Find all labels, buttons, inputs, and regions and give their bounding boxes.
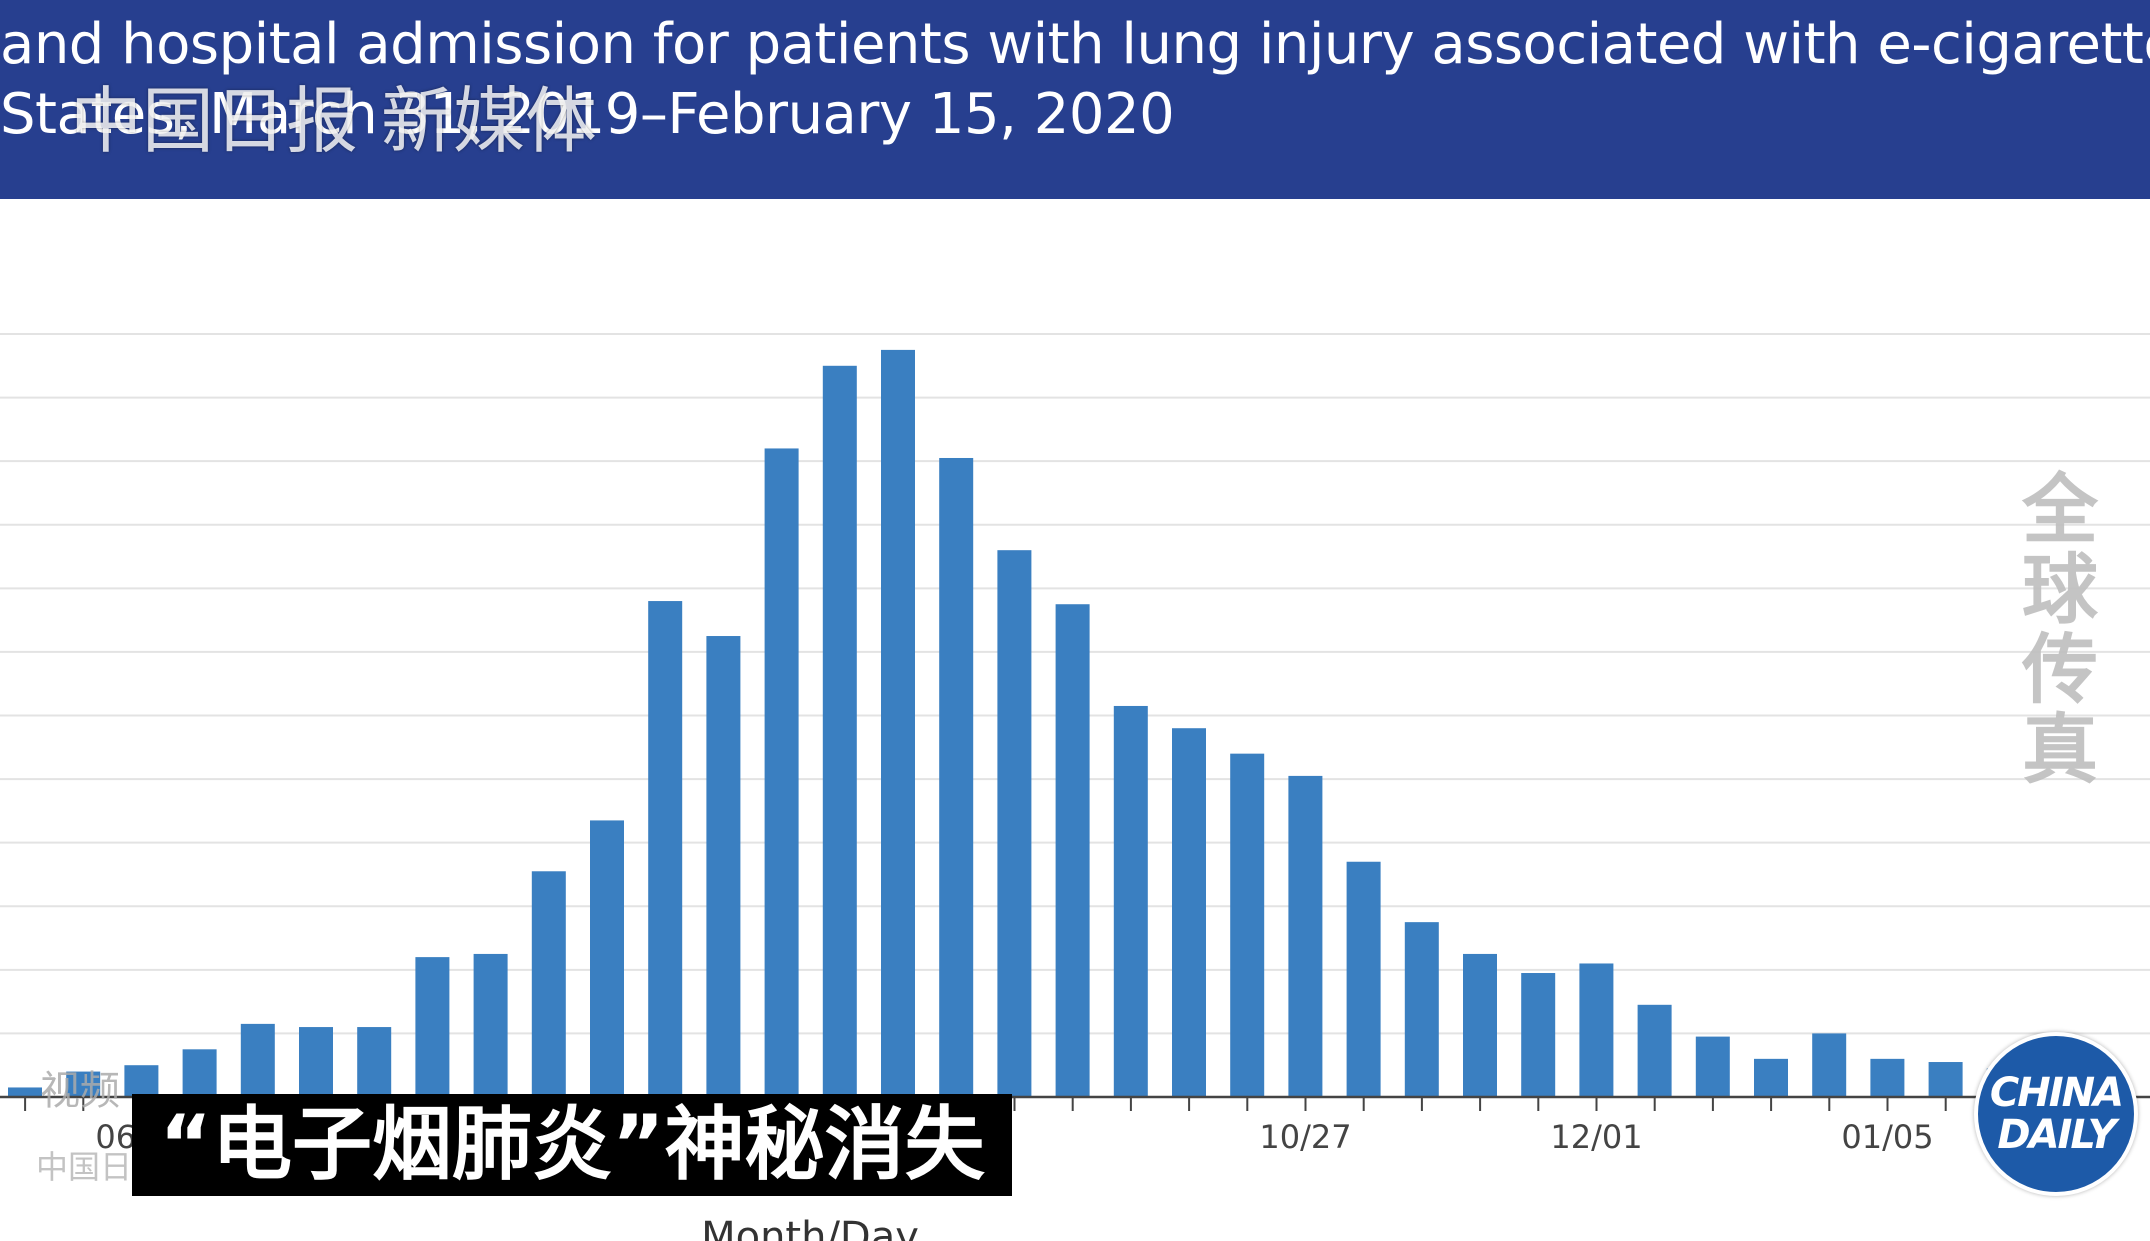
bar — [182, 1049, 217, 1097]
china-daily-logo: CHINA DAILY — [1974, 1032, 2138, 1196]
bar — [1695, 1036, 1730, 1097]
bar — [1579, 963, 1614, 1097]
bars — [8, 349, 2021, 1098]
logo-text-daily: DAILY — [1997, 1112, 2116, 1158]
bar — [590, 820, 624, 1097]
title-bar: and hospital admission for patients with… — [0, 0, 2150, 199]
video-watermark: 视频 — [40, 1068, 120, 1114]
subtitle-background — [132, 1094, 1012, 1196]
china-daily-new-media-watermark: 中国日报 新媒体 — [70, 79, 597, 163]
bar — [1754, 1058, 1788, 1097]
bar — [66, 1071, 101, 1097]
bar — [706, 636, 741, 1097]
bar — [1172, 728, 1206, 1097]
bar — [1870, 1058, 1905, 1097]
bar — [1404, 922, 1439, 1097]
bar — [1055, 604, 1090, 1097]
video-subtitle: “电子烟肺炎”神秘消失 — [159, 1098, 985, 1191]
bar — [1288, 775, 1323, 1097]
bar — [648, 601, 683, 1097]
watermark-char: 真 — [2022, 705, 2098, 794]
global-fax-watermark: 全 球 传 真 — [2015, 470, 2105, 790]
logo-text-china: CHINA — [1989, 1070, 2124, 1116]
chart-title-line-1: and hospital admission for patients with… — [0, 12, 2150, 77]
watermark-char: 球 — [2022, 545, 2098, 634]
bar — [1928, 1062, 1963, 1097]
bar — [299, 1027, 333, 1097]
bar — [1346, 861, 1381, 1097]
bar — [881, 349, 915, 1097]
bar — [124, 1065, 159, 1097]
watermark-char: 全 — [2022, 465, 2098, 554]
bar — [939, 457, 974, 1097]
chart-title-line-2: States, March 31, 2019–February 15, 2020 — [0, 82, 1175, 147]
x-tick-label: 10/27 — [1259, 1118, 1351, 1156]
x-axis-label: Month/Day — [701, 1214, 919, 1241]
bar — [473, 953, 508, 1097]
bar — [1521, 973, 1556, 1097]
bar — [1812, 1033, 1847, 1097]
bar — [1637, 1004, 1672, 1097]
bar — [531, 871, 566, 1097]
bar — [1230, 753, 1265, 1097]
x-tick-label: 01/05 — [1841, 1118, 1933, 1156]
bar — [1113, 705, 1148, 1097]
bar — [415, 957, 450, 1097]
bar — [822, 365, 857, 1098]
bar — [997, 550, 1032, 1097]
bar — [357, 1027, 392, 1097]
watermark-char: 传 — [2022, 625, 2098, 714]
x-tick-label: 12/01 — [1550, 1118, 1642, 1156]
bar — [8, 1087, 42, 1097]
bar — [764, 448, 799, 1097]
bar — [240, 1023, 275, 1097]
bar — [1463, 953, 1497, 1097]
